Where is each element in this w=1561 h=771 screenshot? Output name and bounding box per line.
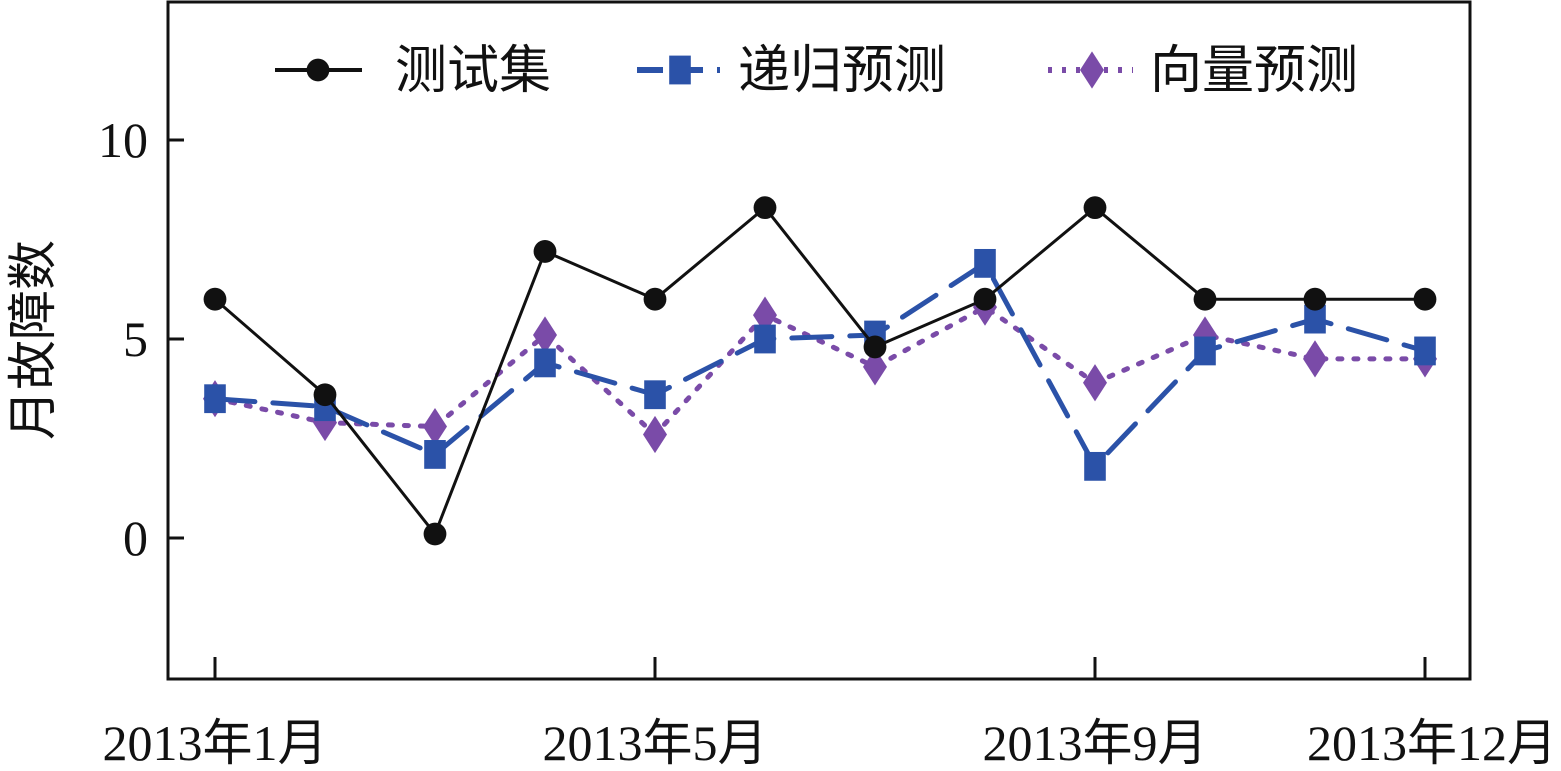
- series-circle: [203, 196, 1437, 546]
- data-point: [423, 522, 447, 546]
- data-point: [1083, 196, 1107, 220]
- y-tick-label: 10: [98, 112, 148, 168]
- data-point: [533, 240, 557, 263]
- legend-item: 测试集: [275, 41, 551, 101]
- data-point: [1304, 304, 1326, 334]
- series-line: [212, 304, 1428, 439]
- data-point: [753, 196, 777, 220]
- legend-item: 向量预测: [1048, 41, 1358, 101]
- data-point: [754, 324, 776, 354]
- data-point: [1413, 287, 1437, 311]
- data-point: [204, 384, 226, 414]
- x-tick-label: 2013年9月: [983, 715, 1208, 771]
- series-square: [204, 248, 1436, 481]
- data-point: [203, 287, 227, 311]
- x-tick-label: 2013年12月: [1307, 715, 1557, 771]
- data-point: [423, 407, 447, 446]
- y-tick-label: 5: [123, 311, 148, 367]
- data-point: [863, 335, 887, 359]
- data-point: [1194, 336, 1216, 366]
- x-tick-label: 2013年5月: [543, 715, 768, 771]
- data-point: [1193, 316, 1217, 354]
- data-point: [1083, 364, 1107, 402]
- series-line: [212, 259, 1428, 471]
- y-axis-title: 月故障数: [4, 240, 62, 440]
- data-point: [1303, 340, 1327, 378]
- x-tick-label: 2013年1月: [103, 715, 328, 771]
- series-diamond: [203, 288, 1437, 454]
- data-point: [1084, 451, 1106, 481]
- legend: 测试集 递归预测 向量预测: [275, 41, 1358, 101]
- data-point: [1303, 287, 1327, 311]
- legend-marker: [669, 55, 691, 85]
- series-line: [213, 205, 1427, 538]
- data-point: [753, 296, 777, 334]
- legend-label: 测试集: [395, 41, 551, 101]
- y-tick-label: 0: [123, 510, 148, 566]
- data-point: [643, 415, 667, 454]
- x-axis: 2013年1月 2013年5月 2013年9月 2013年12月: [103, 657, 1557, 771]
- data-point: [1414, 336, 1436, 366]
- legend-marker: [1080, 51, 1104, 89]
- data-point: [643, 287, 667, 311]
- data-point: [313, 383, 337, 407]
- data-point: [973, 287, 997, 311]
- data-point: [644, 380, 666, 410]
- legend-label: 向量预测: [1150, 41, 1358, 101]
- series-layer: [203, 196, 1437, 546]
- legend-label: 递归预测: [738, 41, 946, 101]
- legend-item: 递归预测: [637, 41, 946, 101]
- data-point: [1193, 287, 1217, 311]
- data-point: [424, 440, 446, 469]
- y-axis: 0 5 10: [98, 112, 184, 566]
- data-point: [534, 348, 556, 378]
- data-point: [863, 348, 887, 386]
- legend-marker: [306, 58, 330, 82]
- data-point: [974, 248, 996, 278]
- data-point: [533, 316, 557, 354]
